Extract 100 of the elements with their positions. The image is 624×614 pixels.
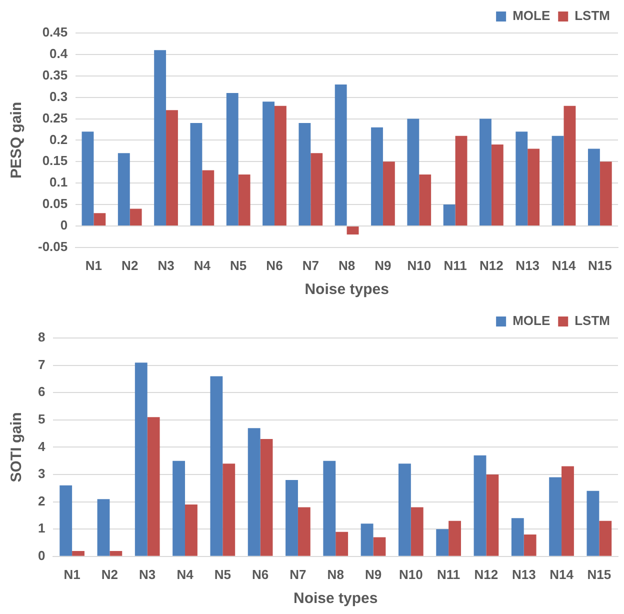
bar <box>334 84 347 226</box>
bar <box>524 534 536 556</box>
y-tick-label: 2 <box>38 493 46 508</box>
bar <box>382 162 395 226</box>
bar <box>118 153 130 226</box>
bar <box>210 376 223 556</box>
x-tick-label: N12 <box>474 566 498 582</box>
bar <box>588 148 600 226</box>
y-tick-label: 4 <box>38 438 46 454</box>
x-tick-label: N14 <box>552 258 576 273</box>
bar <box>172 460 186 556</box>
y-axis-title: PESQ gain <box>8 102 26 179</box>
x-tick-label: N3 <box>158 258 174 273</box>
legend-label: LSTM <box>574 8 610 24</box>
bar <box>511 518 524 556</box>
bar <box>154 50 166 226</box>
x-tick-label: N2 <box>101 566 118 582</box>
x-tick-label: N8 <box>338 258 356 273</box>
y-tick-label: 0 <box>60 218 68 233</box>
legend-label: MOLE <box>512 8 550 24</box>
bar <box>97 499 110 556</box>
bar <box>260 439 273 556</box>
x-tick-label: N1 <box>64 566 80 582</box>
bar <box>373 537 386 556</box>
bar <box>190 123 202 226</box>
bar <box>110 550 122 556</box>
y-tick-label: 0.25 <box>42 110 68 126</box>
y-axis-title: SOTI gain <box>8 412 26 482</box>
bar <box>600 162 612 226</box>
x-axis-title: Noise types <box>294 590 378 608</box>
bar <box>323 460 336 556</box>
y-tick-label: 0.3 <box>50 88 68 104</box>
bar <box>298 123 311 226</box>
bar <box>480 118 492 226</box>
x-tick-label: N15 <box>587 566 612 582</box>
x-tick-label: N2 <box>122 258 138 273</box>
bar <box>549 477 562 556</box>
bar <box>443 204 456 226</box>
x-tick-label: N9 <box>374 258 392 273</box>
y-tick-label: 0.2 <box>50 132 68 147</box>
x-tick-label: N1 <box>85 258 102 273</box>
x-tick-label: N4 <box>176 566 194 582</box>
bar <box>82 132 94 226</box>
bar <box>360 524 374 556</box>
x-tick-label: N13 <box>512 566 536 582</box>
bar <box>222 464 236 556</box>
x-tick-label: N11 <box>437 566 460 582</box>
y-tick-label: 5 <box>38 411 46 426</box>
x-tick-label: N5 <box>230 258 247 273</box>
bar <box>599 520 612 556</box>
y-tick-label: 0.35 <box>42 67 68 82</box>
x-tick-label: N6 <box>266 258 283 273</box>
y-tick-label: 0.4 <box>50 46 68 62</box>
x-axis-title: Noise types <box>304 281 389 298</box>
x-tick-label: N11 <box>444 258 467 273</box>
y-tick-label: 7 <box>38 356 46 372</box>
bar <box>474 455 486 556</box>
bar <box>419 174 432 226</box>
bar <box>166 110 178 226</box>
bar <box>486 474 499 556</box>
bar <box>238 174 250 226</box>
x-tick-label: N5 <box>214 566 231 582</box>
x-tick-label: N12 <box>480 258 504 273</box>
bar <box>491 144 504 226</box>
y-tick-label: 1 <box>38 520 46 536</box>
bar <box>528 148 540 226</box>
x-tick-label: N6 <box>252 566 269 582</box>
bar <box>586 490 600 556</box>
bar <box>202 170 214 226</box>
x-tick-label: N10 <box>407 258 432 273</box>
x-tick-label: N10 <box>398 566 423 582</box>
y-tick-label: 0.05 <box>42 196 68 212</box>
legend-label: MOLE <box>512 313 550 328</box>
bar <box>336 532 348 556</box>
x-tick-label: N15 <box>588 258 612 273</box>
bar <box>398 464 411 556</box>
legend-label: LSTM <box>574 313 610 328</box>
bar <box>185 504 198 556</box>
bar <box>455 136 468 226</box>
bar <box>371 127 383 226</box>
bar <box>134 362 148 556</box>
x-tick-label: N9 <box>364 566 382 582</box>
bar <box>274 106 286 226</box>
bar <box>262 102 274 226</box>
bar <box>72 550 84 556</box>
y-tick-label: 0.1 <box>50 174 68 190</box>
x-tick-label: N3 <box>139 566 156 582</box>
y-tick-label: 6 <box>38 384 46 400</box>
bar <box>552 136 564 226</box>
y-tick-label: 8 <box>38 330 46 345</box>
x-tick-label: N13 <box>516 258 540 273</box>
bar <box>564 106 576 226</box>
y-tick-label: 0.45 <box>42 24 68 40</box>
bar <box>436 529 449 556</box>
x-tick-label: N4 <box>194 258 212 273</box>
bar <box>286 480 298 556</box>
y-tick-label: 3 <box>38 466 46 482</box>
bar <box>130 208 142 226</box>
x-tick-label: N8 <box>327 566 344 582</box>
bar <box>226 93 238 226</box>
